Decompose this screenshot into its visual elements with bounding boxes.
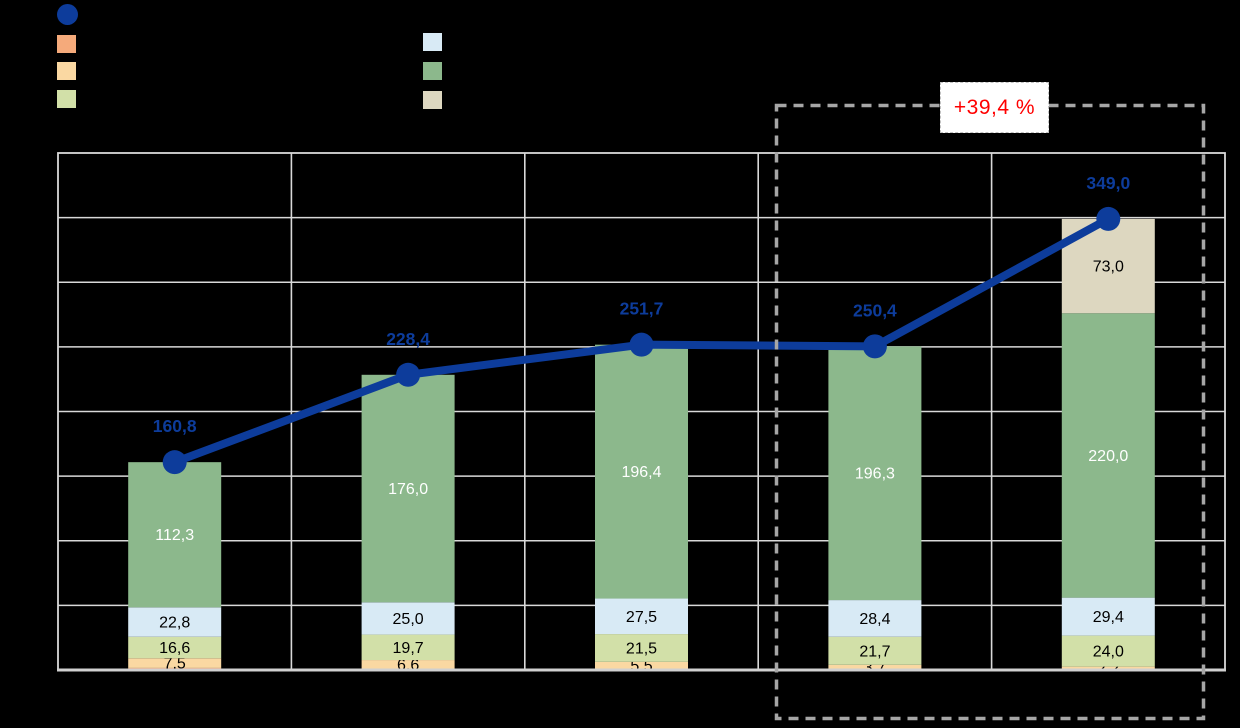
bar-segment-label: 21,5	[626, 640, 657, 657]
bar-segment-peach	[361, 660, 455, 669]
total-line-label: 160,8	[153, 416, 197, 436]
bar-segment-yellowgreen	[1061, 635, 1155, 667]
bar-segment-peach	[1061, 666, 1155, 670]
bar-segment-label: 196,4	[621, 464, 661, 481]
bar-segment-label: 24,0	[1093, 644, 1124, 661]
bar-segment-peach	[828, 664, 922, 670]
bar-segment-green	[828, 346, 922, 601]
bar-segment-label: 19,7	[393, 640, 424, 657]
bar-segment-label: 196,3	[855, 466, 895, 483]
bar-segment-label: 73,0	[1093, 259, 1124, 276]
growth-annotation-label: +39,4 %	[953, 95, 1036, 119]
legend-swatch-series-beige	[423, 91, 442, 109]
bar-segment-lightblue	[828, 600, 922, 637]
legend-swatch-series-green	[423, 62, 442, 80]
bar-segment-label: 22,8	[159, 615, 190, 632]
bar-segment-label: 220,0	[1088, 448, 1128, 465]
total-line-marker	[629, 332, 654, 357]
total-line-marker	[862, 334, 887, 359]
bar-segment-yellowgreen	[361, 634, 455, 661]
bar-segment-label: 7,5	[164, 656, 186, 673]
bar-segment-green	[361, 374, 455, 603]
bar-segment-label: 29,4	[1093, 609, 1124, 626]
total-line-marker	[162, 450, 187, 475]
bar-segment-label: 112,3	[155, 527, 194, 544]
bar-segment-yellowgreen	[128, 636, 222, 659]
bar-segment-yellowgreen	[828, 636, 922, 665]
bar-segment-lightblue	[1061, 597, 1155, 636]
bar-segment-lightblue	[361, 602, 455, 635]
growth-annotation: +39,4 %	[940, 82, 1049, 133]
legend-swatch-series-peach	[57, 62, 76, 80]
bar-segment-label: 25,0	[393, 611, 424, 628]
bar-segment-green	[595, 344, 688, 599]
bar-segment-label: 28,4	[859, 611, 890, 628]
legend-swatch-series-orange	[57, 35, 76, 53]
legend-swatch-total-line	[57, 4, 78, 25]
bar-segment-lightblue	[128, 607, 222, 637]
bar-segment-green	[128, 462, 222, 608]
total-line-marker	[1096, 206, 1121, 231]
bar-segment-green	[1061, 313, 1155, 598]
total-line-label: 349,0	[1086, 173, 1130, 193]
total-line-marker	[396, 362, 421, 387]
legend-swatch-series-yellowgreen	[57, 90, 76, 108]
bar-segment-label: 176,0	[388, 481, 428, 498]
bar-segment-label: 27,5	[626, 609, 657, 626]
bar-segment-peach	[595, 661, 688, 669]
total-line-label: 250,4	[853, 300, 897, 320]
bar-segment-peach	[128, 658, 222, 668]
total-line-label: 228,4	[386, 329, 430, 349]
bar-segment-label: 21,7	[859, 643, 890, 660]
legend-swatch-series-lightblue	[423, 33, 442, 51]
bar-segment-label: 16,6	[159, 640, 190, 657]
total-line-label: 251,7	[620, 299, 664, 319]
bar-segment-lightblue	[595, 598, 688, 635]
bar-segment-yellowgreen	[595, 634, 688, 662]
